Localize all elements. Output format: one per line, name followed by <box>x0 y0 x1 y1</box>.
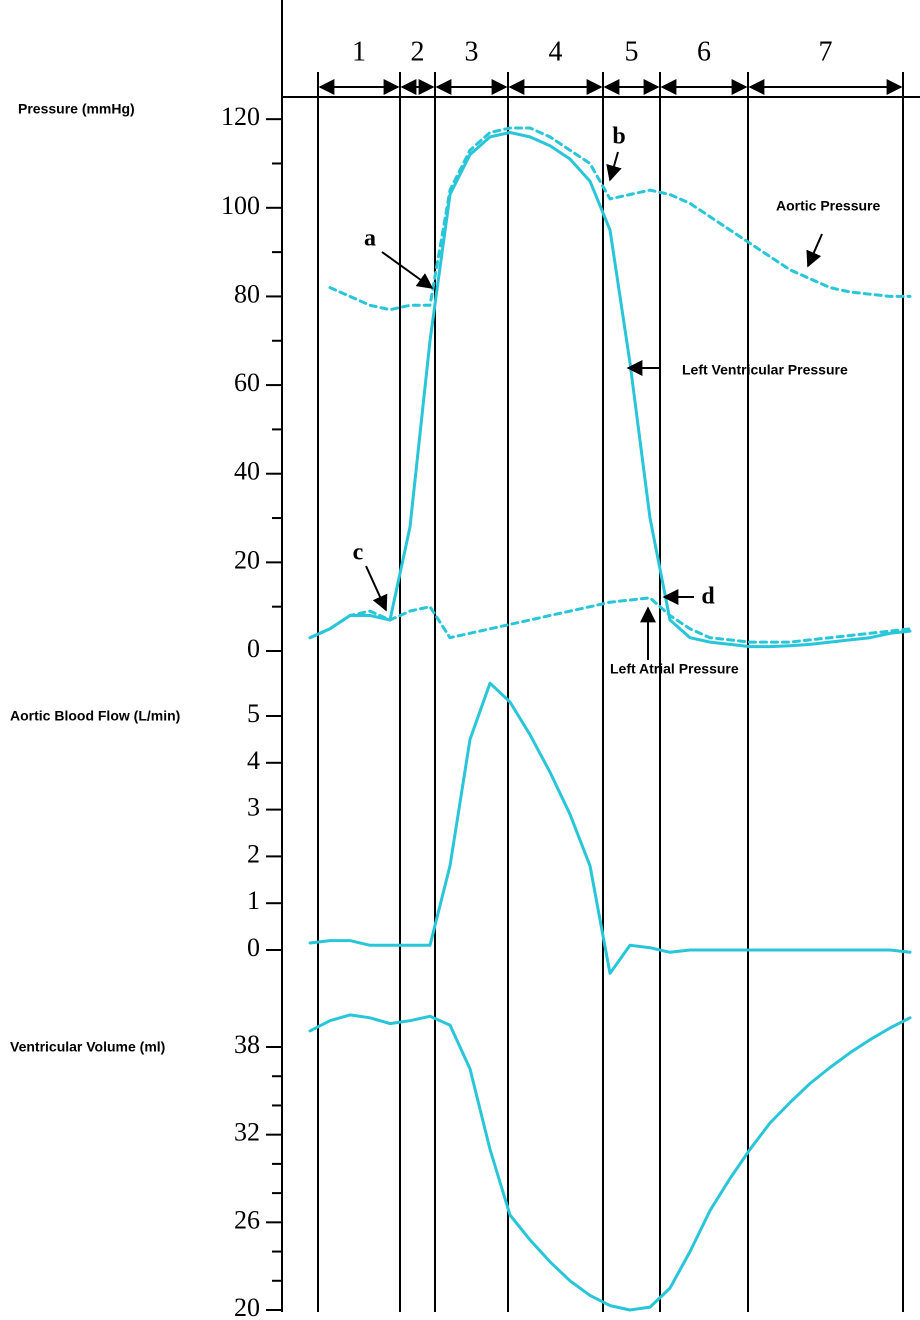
y-tick-label: 32 <box>234 1118 260 1147</box>
phase-label: 1 <box>352 36 366 67</box>
label-arrow <box>806 233 823 268</box>
phase-label: 7 <box>819 36 833 67</box>
annotation-arrow <box>381 251 434 289</box>
axis-label: Ventricular Volume (ml) <box>10 1039 165 1055</box>
series-line <box>308 1013 912 1312</box>
series-line <box>308 681 912 975</box>
series-label: Aortic Pressure <box>776 198 880 214</box>
y-tick-label: 4 <box>247 746 260 775</box>
y-tick-label: 20 <box>234 1293 260 1320</box>
y-tick-label: 80 <box>234 279 260 308</box>
series-line <box>308 596 912 644</box>
axis-label: Pressure (mmHg) <box>18 101 135 117</box>
series-label: Left Atrial Pressure <box>610 661 739 677</box>
phase-label: 5 <box>625 36 639 67</box>
annotation: c <box>353 540 364 566</box>
annotation: b <box>612 124 625 150</box>
y-tick-label: 26 <box>234 1205 260 1234</box>
annotation: d <box>701 584 715 610</box>
phase-label: 2 <box>411 36 425 67</box>
series-line <box>328 126 912 312</box>
y-tick-label: 3 <box>247 793 260 822</box>
y-tick-label: 60 <box>234 368 260 397</box>
series-label: Left Ventricular Pressure <box>682 362 848 378</box>
axis-label: Aortic Blood Flow (L/min) <box>10 708 180 724</box>
y-tick-label: 38 <box>234 1030 260 1059</box>
y-tick-label: 120 <box>221 102 260 131</box>
y-tick-label: 2 <box>247 839 260 868</box>
y-tick-label: 0 <box>247 933 260 962</box>
phase-label: 3 <box>465 36 479 67</box>
y-tick-label: 40 <box>234 457 260 486</box>
annotation-arrow <box>365 565 388 612</box>
phase-label: 4 <box>549 36 563 67</box>
annotation: a <box>364 226 376 252</box>
y-tick-label: 0 <box>247 634 260 663</box>
y-tick-label: 20 <box>234 545 260 574</box>
series-line <box>308 131 912 649</box>
y-tick-label: 5 <box>247 699 260 728</box>
annotation-arrow <box>606 151 622 182</box>
y-tick-label: 1 <box>247 886 260 915</box>
phase-label: 6 <box>697 36 711 67</box>
y-tick-label: 100 <box>221 191 260 220</box>
